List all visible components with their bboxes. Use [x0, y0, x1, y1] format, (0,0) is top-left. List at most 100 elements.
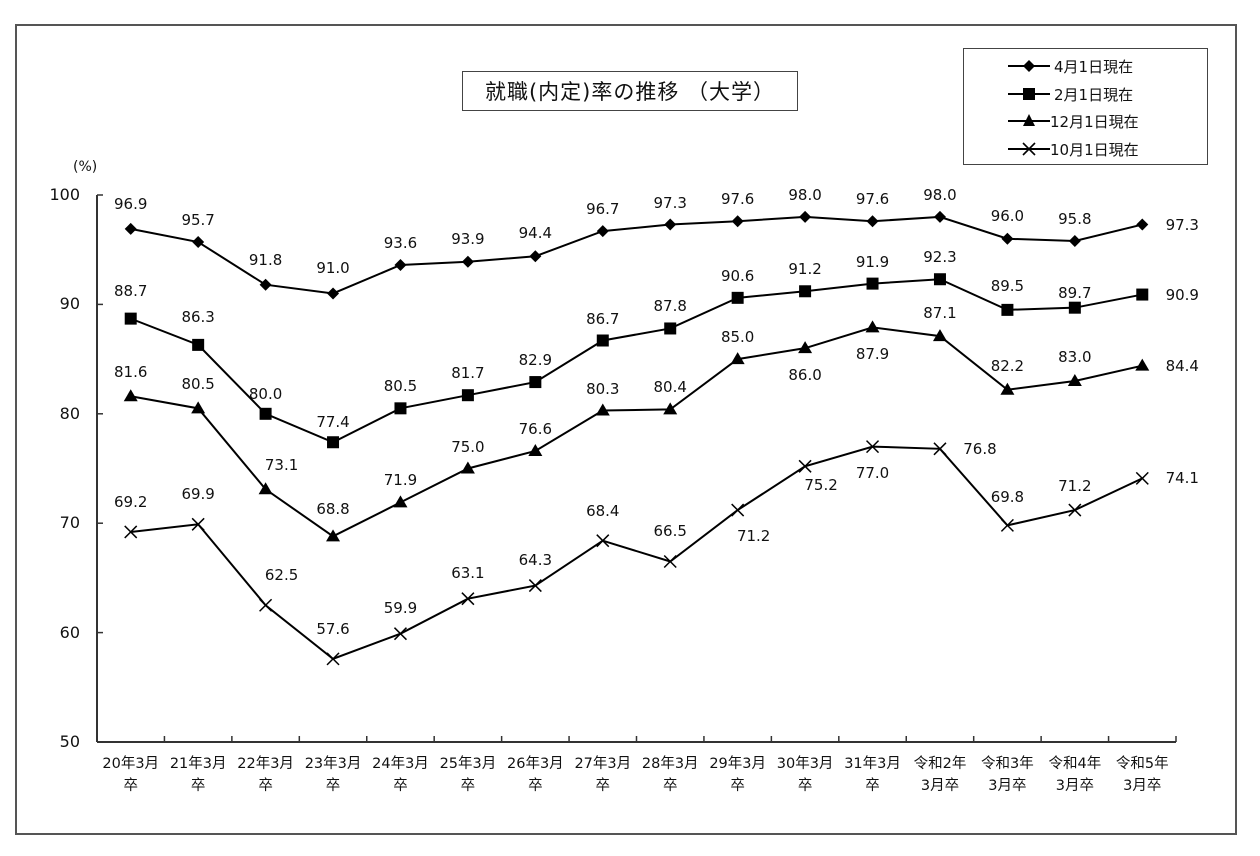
x-marker-icon	[191, 517, 205, 531]
y-tick-label: 90	[59, 294, 80, 314]
x-category-label: 31年3月卒	[844, 756, 901, 794]
data-label: 91.2	[788, 260, 822, 279]
data-label: 91.8	[248, 250, 283, 269]
triangle-marker-icon	[663, 402, 678, 415]
triangle-marker-icon	[798, 341, 813, 354]
data-label: 71.2	[1058, 477, 1092, 496]
square-marker-icon	[933, 273, 946, 286]
legend-label: 10月1日現在	[1050, 141, 1139, 159]
x-marker-icon	[1068, 503, 1082, 517]
x-marker-icon	[1000, 518, 1014, 532]
data-label: 96.0	[990, 206, 1025, 225]
diamond-marker-icon	[259, 278, 272, 291]
data-label: 91.9	[855, 252, 890, 271]
data-label: 90.9	[1165, 285, 1199, 304]
y-tick-label: 70	[59, 513, 80, 533]
x-marker-icon	[124, 525, 138, 539]
legend-item-apr1: 4月1日現在	[964, 53, 1207, 79]
y-axis-unit-label: (%)	[73, 159, 98, 175]
data-label: 71.2	[736, 527, 771, 546]
data-label: 80.0	[248, 384, 283, 403]
diamond-marker-icon	[799, 210, 812, 223]
x-category-label: 令和2年 3月卒	[913, 756, 967, 794]
data-label: 80.5	[383, 377, 418, 396]
square-marker-icon	[596, 334, 609, 347]
legend-item-feb1: 2月1日現在	[964, 81, 1207, 107]
data-label: 76.8	[963, 439, 997, 458]
y-tick-label: 100	[49, 185, 80, 204]
data-label: 94.4	[518, 224, 553, 243]
x-category-label: 27年3月卒	[574, 756, 632, 794]
x-marker-icon	[259, 598, 273, 612]
data-label: 75.0	[451, 437, 485, 456]
y-tick-label: 80	[59, 403, 80, 423]
legend-label: 4月1日現在	[1054, 58, 1134, 76]
square-marker-icon	[731, 291, 744, 304]
data-label: 88.7	[114, 281, 148, 300]
triangle-marker-icon	[1008, 114, 1050, 126]
diamond-marker-icon	[192, 236, 205, 249]
x-category-label: 30年3月卒	[776, 756, 834, 794]
x-category-label: 26年3月卒	[507, 756, 564, 794]
x-marker-icon	[461, 592, 475, 606]
data-label: 77.0	[855, 463, 890, 482]
data-label: 98.0	[788, 185, 822, 204]
diamond-marker-icon	[1136, 218, 1149, 231]
x-category-label: 20年3月卒	[102, 756, 160, 794]
triangle-marker-icon	[393, 495, 408, 508]
series-line	[130, 215, 1143, 295]
data-label: 81.7	[451, 364, 485, 383]
x-category-label: 令和4年 3月卒	[1048, 756, 1102, 794]
x-marker-icon	[933, 442, 947, 456]
diamond-marker-icon	[394, 259, 407, 272]
x-category-label: 22年3月卒	[237, 756, 294, 794]
data-label: 82.9	[518, 351, 553, 370]
x-category-label: 25年3月卒	[439, 756, 497, 794]
triangle-marker-icon	[123, 389, 138, 402]
data-label: 92.3	[923, 248, 957, 267]
data-label: 87.8	[653, 297, 687, 316]
square-marker-icon	[461, 389, 474, 402]
square-marker-icon	[866, 277, 879, 290]
data-label: 68.4	[586, 501, 620, 520]
diamond-marker-icon	[731, 215, 744, 228]
data-label: 87.1	[923, 304, 957, 323]
data-label: 69.2	[114, 492, 148, 511]
legend-label: 2月1日現在	[1054, 86, 1134, 104]
diamond-marker-icon	[664, 218, 677, 231]
data-label: 68.8	[316, 500, 350, 519]
square-marker-icon	[529, 376, 542, 389]
data-label: 80.3	[586, 379, 620, 398]
legend: 4月1日現在 2月1日現在 12月1日現在 10月1日現在	[963, 48, 1208, 165]
data-label: 83.0	[1058, 347, 1092, 366]
data-label: 69.9	[181, 485, 215, 504]
data-label: 87.9	[855, 345, 890, 364]
data-label: 81.6	[114, 363, 148, 382]
data-label: 75.2	[804, 476, 838, 495]
diamond-marker-icon	[1008, 60, 1050, 72]
y-tick-label: 50	[59, 732, 80, 751]
data-label: 91.0	[316, 259, 350, 278]
data-label: 66.5	[653, 522, 687, 541]
x-marker-icon	[528, 579, 542, 593]
triangle-marker-icon	[191, 401, 206, 414]
legend-label: 12月1日現在	[1050, 113, 1139, 131]
diamond-marker-icon	[327, 287, 340, 300]
data-label: 80.4	[653, 378, 687, 397]
x-category-label: 23年3月卒	[304, 756, 362, 794]
y-tick-label: 60	[59, 622, 80, 642]
data-label: 98.0	[923, 185, 957, 204]
diamond-marker-icon	[124, 222, 137, 235]
x-category-label: 令和5年 3月卒	[1115, 756, 1169, 794]
data-label: 90.6	[720, 266, 755, 285]
data-label: 77.4	[316, 413, 350, 432]
diamond-marker-icon	[1068, 234, 1081, 247]
square-marker-icon	[1008, 88, 1050, 100]
square-marker-icon	[1001, 303, 1014, 316]
x-marker-icon	[1008, 142, 1050, 156]
x-category-label: 24年3月卒	[372, 756, 429, 794]
diamond-marker-icon	[1001, 232, 1014, 245]
data-label: 74.1	[1165, 469, 1199, 488]
diamond-marker-icon	[461, 255, 474, 268]
